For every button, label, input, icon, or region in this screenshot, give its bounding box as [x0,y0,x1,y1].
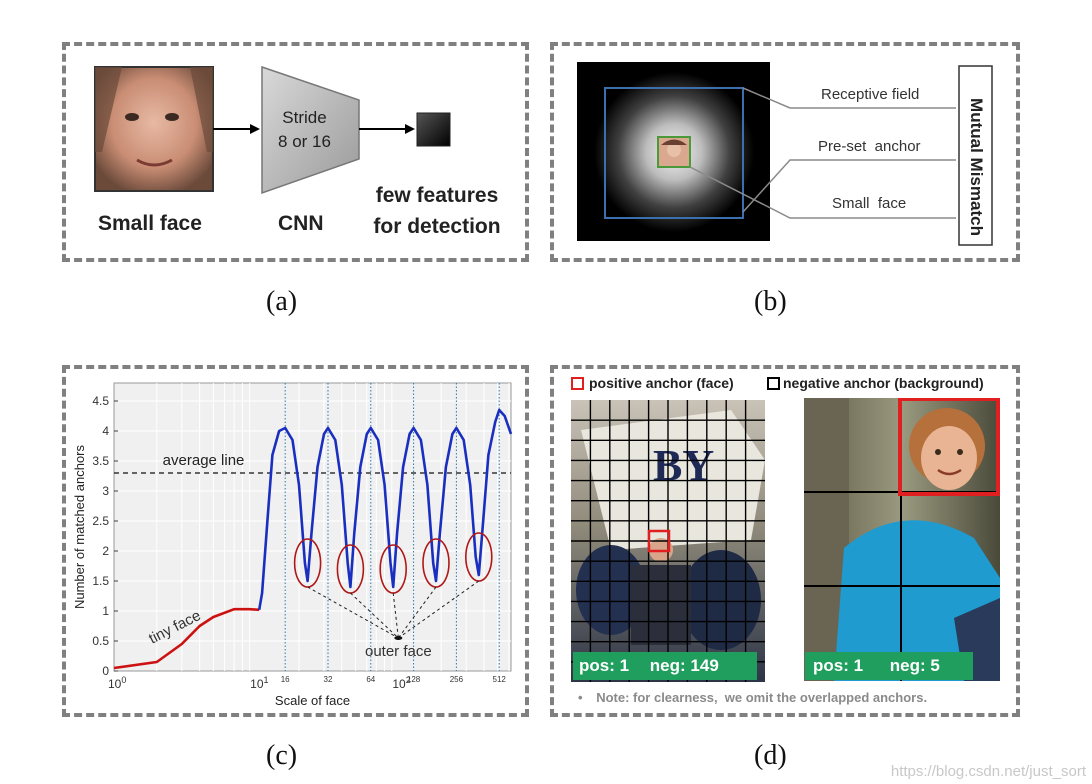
left-pos-count: pos: 1 [579,656,630,675]
negative-anchor-swatch [767,376,780,390]
x-axis-label: Scale of face [275,693,350,708]
series-line-1 [257,408,513,611]
y-tick-label: 0.5 [92,634,109,648]
cnn-label: CNN [278,212,324,235]
cnn-trapezoid [261,65,360,195]
few-features-label: few features for detection [373,184,501,238]
series-line-0 [113,607,260,670]
caption-d: (d) [754,740,787,771]
average-line-label: average line [163,452,245,469]
legend-positive: positive anchor (face) [571,375,734,391]
small-face-image [94,66,214,192]
y-tick-label: 2.5 [92,514,109,528]
right-neg-count: neg: 5 [889,656,940,675]
y-tick-label: 1.5 [92,574,109,588]
mutual-mismatch-box [958,65,993,246]
y-tick-label: 4 [102,424,109,438]
caption-b: (b) [754,286,787,317]
x-minor-tick-label: 32 [324,675,333,684]
positive-anchor-box-right [898,398,1000,496]
y-tick-label: 1 [102,604,109,618]
outer-face-pointer [397,586,437,639]
bullet-icon: • [578,690,583,705]
panel-a-graphics [94,65,451,195]
watermark: https://blog.csdn.net/just_sort [890,763,1086,780]
receptive-field-label: Receptive field [821,86,920,103]
outer-face-label: outer face [365,643,432,660]
positive-anchor-box-left [647,529,671,553]
x-tick-label: 101 [250,675,268,691]
x-minor-tick-label: 256 [450,675,464,684]
panel-b [550,42,1020,262]
caption-a: (a) [266,286,298,317]
outer-face-pointer [392,592,399,639]
y-axis-label: Number of matched anchors [72,444,87,609]
panel-d [550,365,1020,717]
y-tick-label: 3.5 [92,454,109,468]
connector-lines [689,87,956,219]
x-minor-tick-label: 16 [281,675,290,684]
preset-anchor-label: Pre-set anchor [818,138,921,155]
panel-a [62,42,529,262]
right-count-bar: pos: 1 neg: 5 [805,652,973,680]
panel-b-graphics [577,62,993,246]
y-tick-label: 3 [102,484,109,498]
x-minor-tick-label: 512 [493,675,507,684]
stride-label: Stride 8 or 16 [278,108,331,151]
outer-face-pointer [398,580,480,639]
x-minor-tick-label: 64 [366,675,375,684]
child-photo [804,398,1000,681]
x-tick-label: 100 [108,675,126,691]
caption-c: (c) [266,740,298,771]
right-pos-count: pos: 1 [813,656,864,675]
mutual-mismatch-label: Mutual Mismatch [967,98,986,236]
y-tick-label: 0 [102,664,109,678]
y-tick-label: 4.5 [92,394,109,408]
left-count-bar: pos: 1 neg: 149 [573,652,757,680]
legend-negative: negative anchor (background) [767,375,984,391]
outer-face-dot [394,636,403,640]
x-minor-tick-label: 128 [407,675,421,684]
receptive-field-box [604,87,744,219]
left-neg-count: neg: 149 [649,656,719,675]
panel-c [62,365,529,717]
positive-anchor-swatch [571,376,584,390]
outer-face-pointer [307,586,399,639]
outer-face-pointer [350,592,399,639]
small-face-b-label: Small face [832,195,907,212]
crowd-photo: BY [571,400,765,682]
y-tick-label: 2 [102,544,109,558]
note-text: • Note: for clearness, we omit the overl… [578,690,928,705]
feature-box [416,112,451,147]
svg-text:BY: BY [653,441,714,490]
small-face-label: Small face [98,212,202,235]
